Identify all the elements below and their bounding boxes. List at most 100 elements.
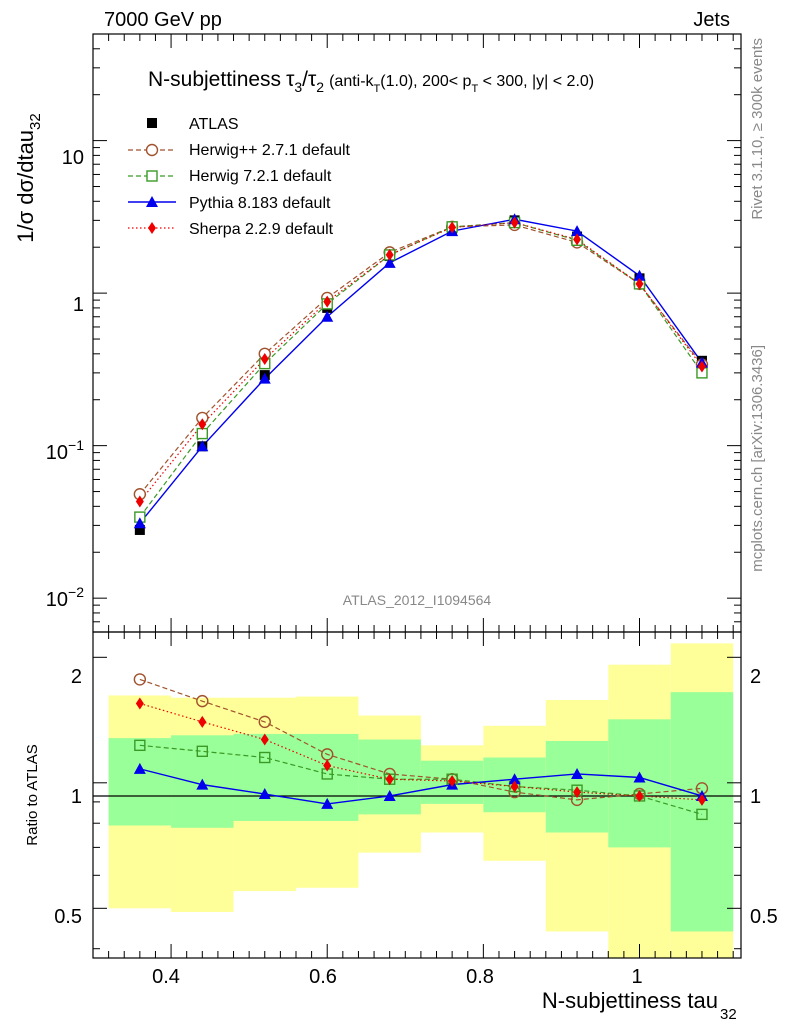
rtick-label-0.5: 0.5 bbox=[54, 906, 82, 928]
legend-entry-herwigpp: Herwig++ 2.7.1 default bbox=[128, 142, 351, 159]
xtick-label-0.6: 0.6 bbox=[309, 966, 337, 988]
ratio-point-pythia bbox=[571, 767, 584, 779]
legend-entry-sherpa: Sherpa 2.2.9 default bbox=[128, 221, 334, 238]
main-point-pythia bbox=[633, 269, 646, 281]
legend-label-herwigpp: Herwig++ 2.7.1 default bbox=[189, 142, 351, 159]
main-point-pythia bbox=[321, 310, 334, 322]
ratio-line-sherpa bbox=[139, 702, 703, 801]
ratio-point-sherpa bbox=[260, 733, 269, 746]
legend-entry-pythia: Pythia 8.183 default bbox=[128, 195, 331, 212]
ratio-point-sherpa bbox=[697, 793, 706, 806]
main-line-herwigpp bbox=[139, 224, 703, 495]
rtick-label-0.5-right: 0.5 bbox=[750, 906, 778, 928]
ratio-uncertainty-bands bbox=[108, 643, 734, 958]
ratio-plot-frame bbox=[92, 631, 742, 959]
ratio-point-herwig7 bbox=[196, 745, 209, 758]
legend-marker-sherpa bbox=[148, 222, 156, 234]
legend-marker-herwigpp bbox=[145, 143, 159, 157]
y-axis-title-ratio: Ratio to ATLAS bbox=[24, 744, 41, 845]
main-point-pythia bbox=[383, 256, 396, 268]
ratio-point-sherpa bbox=[448, 775, 457, 788]
ratio-point-sherpa bbox=[135, 697, 144, 710]
ratio-band-inner-bin bbox=[233, 733, 296, 821]
ratio-point-sherpa bbox=[198, 715, 207, 728]
main-point-sherpa bbox=[385, 248, 394, 261]
legend-entry-atlas: ATLAS bbox=[147, 116, 239, 133]
rtick-label-2: 2 bbox=[71, 666, 82, 688]
ratio-line-pythia bbox=[139, 768, 703, 805]
ratio-point-sherpa bbox=[385, 773, 394, 786]
main-point-sherpa bbox=[135, 495, 144, 508]
legend-label-sherpa: Sherpa 2.2.9 default bbox=[189, 221, 334, 238]
main-point-pythia bbox=[258, 372, 271, 384]
ratio-point-sherpa bbox=[635, 789, 644, 802]
ratio-axis-ticks bbox=[93, 656, 741, 950]
legend-entry-herwig7: Herwig 7.2.1 default bbox=[128, 168, 332, 185]
ratio-point-sherpa bbox=[510, 780, 519, 793]
x-axis-title-sub: 32 bbox=[720, 1006, 737, 1023]
ratio-line-herwigpp bbox=[139, 678, 703, 801]
xtick-label-0.4: 0.4 bbox=[152, 966, 180, 988]
main-point-sherpa bbox=[697, 360, 706, 373]
ratio-point-pythia bbox=[133, 762, 146, 774]
ratio-point-pythia bbox=[196, 778, 209, 790]
ratio-band-inner-bin bbox=[670, 692, 734, 932]
ratio-point-pythia bbox=[383, 789, 396, 801]
ratio-point-herwig7 bbox=[696, 808, 708, 821]
main-series-layer bbox=[133, 213, 709, 535]
mcplots-label: mcplots.cern.ch [arXiv:1306.3436] bbox=[749, 345, 766, 572]
energy-label: 7000 GeV pp bbox=[104, 9, 222, 31]
analysis-watermark: ATLAS_2012_I1094564 bbox=[343, 592, 492, 608]
plot-title: N-subjettiness τ3/τ2 (anti-kT(1.0), 200< p… bbox=[148, 68, 594, 95]
ratio-point-pythia bbox=[633, 771, 646, 783]
legend: ATLAS Herwig++ 2.7.1 default Herwig 7.2.… bbox=[128, 116, 351, 238]
ytick-label-0.1: 10−1 bbox=[46, 437, 84, 464]
ratio-point-herwig7 bbox=[134, 739, 146, 752]
process-label: Jets bbox=[693, 9, 730, 31]
x-axis-ticks bbox=[92, 34, 734, 958]
ratio-point-herwigpp bbox=[196, 694, 209, 708]
main-line-herwig7 bbox=[139, 221, 703, 518]
ytick-label-0.01: 10−2 bbox=[46, 584, 84, 611]
rtick-label-1-right: 1 bbox=[750, 786, 761, 808]
main-point-pythia bbox=[571, 225, 584, 237]
ratio-point-pythia bbox=[258, 788, 271, 800]
main-point-sherpa bbox=[260, 352, 269, 365]
main-point-pythia bbox=[196, 440, 209, 452]
main-point-sherpa bbox=[635, 277, 644, 290]
ytick-label-1: 1 bbox=[73, 294, 84, 316]
main-point-sherpa bbox=[198, 418, 207, 431]
ytick-label-10: 10 bbox=[62, 147, 84, 169]
atlas-point bbox=[134, 524, 145, 535]
rtick-label-1: 1 bbox=[71, 786, 82, 808]
main-point-pythia bbox=[133, 517, 146, 529]
ratio-series-layer bbox=[133, 673, 709, 821]
ratio-point-sherpa bbox=[323, 759, 332, 772]
rtick-label-2-right: 2 bbox=[750, 666, 761, 688]
main-axis-ticks bbox=[93, 33, 741, 633]
xtick-label-1: 1 bbox=[631, 966, 642, 988]
ratio-point-herwigpp bbox=[258, 715, 271, 729]
ratio-point-herwigpp bbox=[133, 673, 147, 686]
ratio-line-herwig7 bbox=[139, 744, 703, 815]
legend-marker-pythia bbox=[146, 196, 158, 207]
main-line-sherpa bbox=[139, 221, 703, 502]
ratio-band-inner-bin bbox=[108, 738, 172, 826]
legend-label-atlas: ATLAS bbox=[189, 116, 239, 133]
ratio-point-sherpa bbox=[573, 786, 582, 799]
ratio-point-pythia bbox=[508, 773, 521, 785]
legend-marker-herwig7 bbox=[146, 170, 158, 182]
main-point-sherpa bbox=[510, 216, 519, 229]
main-point-sherpa bbox=[448, 221, 457, 234]
main-line-pythia bbox=[139, 218, 703, 524]
legend-marker-atlas bbox=[147, 118, 157, 128]
rivet-label: Rivet 3.1.10, ≥ 300k events bbox=[749, 38, 766, 220]
legend-label-herwig7: Herwig 7.2.1 default bbox=[189, 168, 332, 185]
main-point-sherpa bbox=[573, 233, 582, 246]
ratio-point-herwig7 bbox=[259, 751, 271, 764]
x-axis-title: N-subjettiness tau bbox=[542, 988, 718, 1013]
legend-label-pythia: Pythia 8.183 default bbox=[189, 195, 331, 212]
y-axis-title-main: 1/σ dσ/dtau32 bbox=[13, 113, 44, 242]
main-point-sherpa bbox=[323, 295, 332, 308]
